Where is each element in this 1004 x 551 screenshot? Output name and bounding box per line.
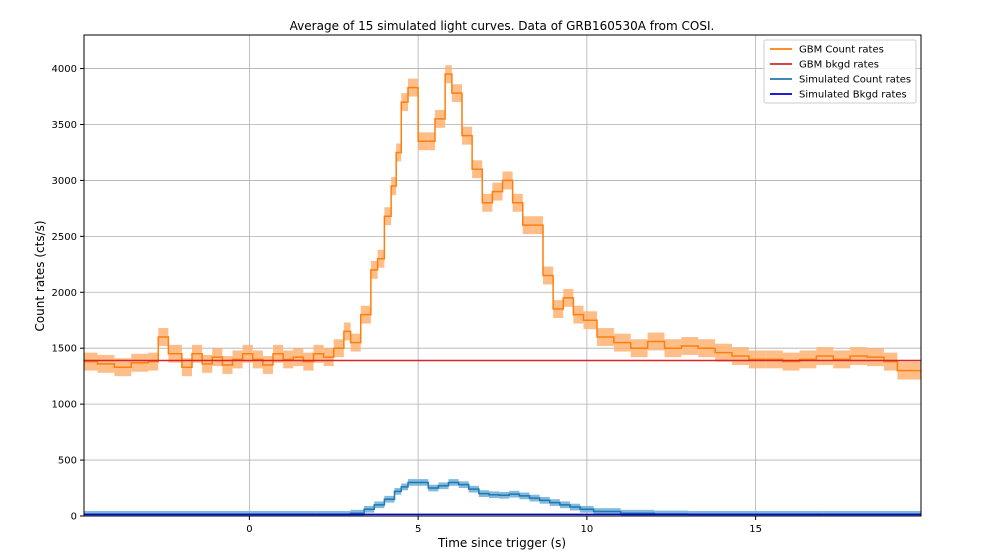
y-tick-label: 0	[71, 512, 77, 523]
simulated-count-rates-error-band	[755, 510, 824, 516]
x-tick-label: 10	[581, 524, 594, 535]
legend-entry: GBM bkgd rates	[799, 60, 879, 71]
legend-box	[763, 39, 917, 104]
x-tick-label: 5	[415, 524, 421, 535]
legend-entry: Simulated Count rates	[799, 75, 911, 86]
chart-title: Average of 15 simulated light curves. Da…	[290, 19, 715, 33]
error-bands	[84, 65, 921, 516]
y-tick-label: 1000	[52, 400, 77, 411]
simulated-count-rates-line	[84, 481, 921, 516]
y-axis-label: Count rates (cts/s)	[33, 220, 47, 331]
x-axis-label: Time since trigger (s)	[437, 536, 566, 550]
y-tick-label: 500	[58, 456, 77, 467]
x-axis-ticks: 0 5 10 15	[246, 516, 762, 535]
simulated-count-rates-error-band	[823, 510, 921, 516]
y-tick-label: 2500	[52, 232, 77, 243]
legend: GBM Count rates GBM bkgd rates Simulated C…	[763, 39, 917, 104]
y-tick-label: 3000	[52, 176, 77, 187]
grid	[84, 35, 921, 517]
simulated-count-rates-error-band	[316, 510, 351, 516]
y-tick-label: 1500	[52, 344, 77, 355]
y-axis-ticks: 0 500 1000 1500 2000 2500 3000 3500 4000	[52, 64, 84, 523]
x-tick-label: 15	[749, 524, 762, 535]
y-tick-label: 4000	[52, 64, 77, 75]
y-tick-label: 2000	[52, 288, 77, 299]
legend-entry: GBM Count rates	[799, 45, 884, 56]
y-tick-label: 3500	[52, 120, 77, 131]
x-tick-label: 0	[246, 524, 252, 535]
simulated-count-rates-error-band	[84, 510, 317, 516]
series-lines	[84, 73, 921, 516]
legend-entry: Simulated Bkgd rates	[799, 90, 907, 101]
gbm-count-rates-line	[84, 73, 921, 372]
simulated-count-rates-error-band	[688, 510, 756, 516]
plot-frame	[83, 34, 922, 517]
